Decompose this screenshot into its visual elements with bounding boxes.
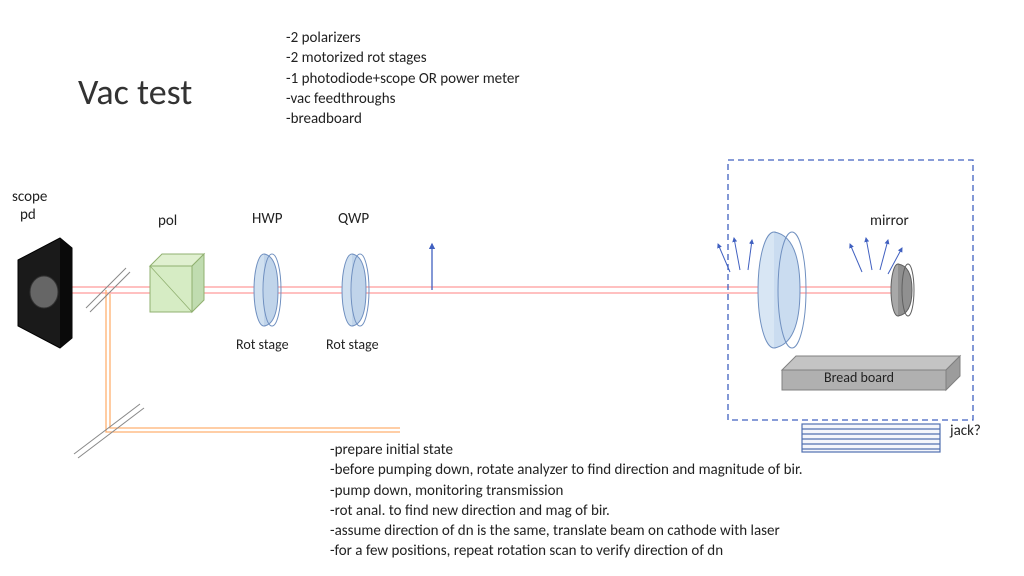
- breadboard-text: Bread board: [824, 369, 894, 386]
- hwp-icon: [254, 254, 281, 326]
- beamsplitter-1-icon: [86, 268, 130, 312]
- polarizer-icon: [150, 254, 204, 312]
- beamsplitter-2-icon: [74, 404, 144, 458]
- scatter-arrows-1: [718, 238, 752, 272]
- jack-icon: [802, 424, 940, 452]
- optical-diagram: Bread board: [0, 0, 1024, 576]
- detector-icon: [18, 238, 72, 348]
- lens-icon: [758, 232, 806, 348]
- mirror-icon: [891, 264, 914, 316]
- qwp-icon: [342, 254, 369, 326]
